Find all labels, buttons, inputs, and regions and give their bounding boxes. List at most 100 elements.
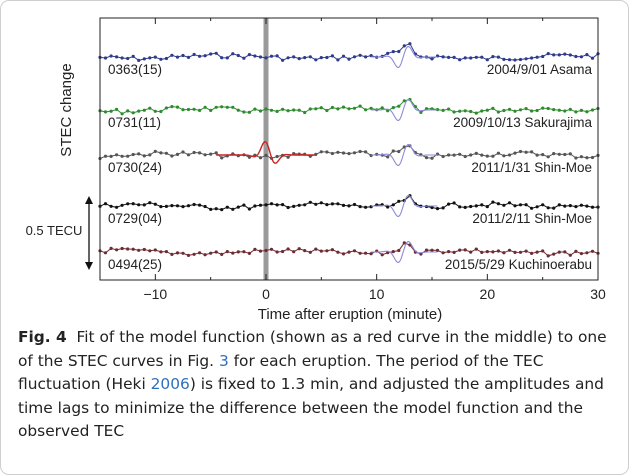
series-4-point-14 [175, 251, 180, 255]
series-2-point-54 [397, 149, 401, 154]
series-3-point-48 [364, 205, 368, 209]
series-4-point-23 [225, 250, 229, 254]
series-2-point-76 [518, 149, 523, 154]
series-2-point-42 [330, 151, 334, 156]
series-1-point-83 [557, 108, 561, 112]
series-2-point-73 [502, 154, 506, 158]
series-0-point-82 [552, 53, 556, 57]
series-2-point-53 [391, 149, 395, 153]
series-1-point-82 [552, 108, 556, 112]
series-2-point-82 [552, 152, 556, 156]
series-3-point-10 [153, 202, 157, 206]
series-3-point-4 [120, 203, 124, 207]
series-3-point-80 [541, 203, 545, 207]
series-2-point-65 [458, 152, 462, 156]
series-1-point-88 [585, 110, 589, 114]
series-id-label-3: 0729(04) [108, 211, 162, 226]
series-1-point-62 [441, 108, 445, 112]
series-2-point-18 [198, 151, 202, 155]
fit-curve-2 [371, 144, 438, 166]
series-0-point-16 [186, 55, 191, 60]
series-4-point-4 [120, 246, 124, 251]
series-0-point-32 [275, 54, 279, 58]
series-4-point-83 [557, 250, 561, 254]
series-0-point-33 [281, 58, 285, 62]
series-0-point-47 [358, 53, 362, 57]
series-0-point-8 [142, 57, 146, 61]
series-3-point-29 [258, 203, 263, 207]
series-1-point-28 [253, 107, 257, 111]
series-0-point-70 [485, 58, 489, 62]
series-2-point-41 [325, 150, 329, 154]
series-1-point-15 [181, 108, 185, 112]
series-2-point-16 [186, 153, 191, 157]
series-4-point-37 [303, 249, 307, 253]
series-3-point-72 [496, 202, 500, 206]
series-4-point-60 [430, 248, 434, 252]
series-4-point-1 [103, 251, 108, 255]
caption-ref-figure[interactable]: 3 [218, 351, 229, 370]
series-3-point-63 [447, 202, 451, 206]
series-1-point-36 [297, 108, 301, 112]
series-1-point-76 [518, 108, 523, 112]
x-axis-label: Time after eruption (minute) [258, 306, 443, 323]
series-name-label-4: 2015/5/29 Kuchinoerabu [445, 257, 592, 272]
series-4-point-25 [236, 250, 240, 254]
series-id-label-2: 0730(24) [108, 160, 162, 175]
series-4-point-47 [358, 251, 362, 255]
series-3-point-38 [308, 200, 312, 204]
series-4-point-34 [286, 247, 290, 251]
series-0-point-1 [103, 56, 108, 60]
series-4-point-53 [391, 250, 395, 254]
series-0-point-13 [170, 53, 174, 57]
series-1-point-34 [286, 109, 290, 113]
series-4-point-72 [496, 249, 500, 253]
series-2-point-9 [148, 153, 152, 157]
series-1-point-26 [242, 110, 246, 114]
series-2-point-69 [480, 153, 484, 157]
series-2-point-83 [557, 152, 561, 156]
series-4-point-49 [369, 252, 373, 256]
series-3-point-52 [386, 205, 390, 209]
series-1-point-35 [292, 108, 296, 112]
series-2-point-52 [386, 155, 390, 159]
series-1-point-1 [103, 110, 108, 114]
series-1-point-31 [269, 108, 274, 112]
series-3-point-24 [231, 207, 235, 211]
series-4-point-73 [502, 251, 506, 255]
series-3-point-33 [281, 203, 285, 207]
series-2-point-79 [535, 153, 539, 157]
scale-bar-arrow-bottom [85, 262, 93, 270]
x-tick-label-0: −10 [143, 286, 167, 302]
series-0-point-89 [590, 56, 595, 60]
series-4-point-75 [513, 250, 517, 254]
series-2-point-1 [103, 154, 108, 158]
series-3-point-75 [513, 204, 517, 208]
series-3-point-67 [469, 204, 473, 209]
series-3-point-16 [186, 204, 191, 208]
series-3-point-28 [253, 204, 257, 208]
series-3-point-42 [330, 202, 334, 206]
series-1-point-75 [513, 109, 517, 113]
series-2-point-4 [120, 154, 124, 158]
series-0-point-9 [148, 56, 152, 60]
series-2-point-71 [491, 154, 495, 158]
series-2-point-64 [452, 153, 456, 157]
x-tick-label-2: 10 [369, 286, 385, 302]
series-1-point-22 [220, 105, 224, 109]
series-4-point-44 [341, 252, 346, 256]
series-1-point-16 [186, 107, 191, 112]
series-1-point-43 [336, 107, 340, 111]
scale-bar-arrow-top [85, 196, 93, 204]
series-1-point-45 [347, 107, 351, 111]
series-2-point-2 [109, 154, 113, 158]
series-4-point-89 [590, 249, 595, 253]
series-1-point-25 [236, 108, 240, 112]
caption-ref-heki[interactable]: 2006 [150, 375, 190, 393]
series-2-point-45 [347, 152, 351, 156]
series-3-point-27 [247, 207, 251, 211]
series-4-point-85 [568, 253, 572, 257]
series-2-point-7 [137, 152, 141, 156]
series-3-point-15 [181, 205, 185, 209]
series-4-point-68 [474, 247, 478, 251]
